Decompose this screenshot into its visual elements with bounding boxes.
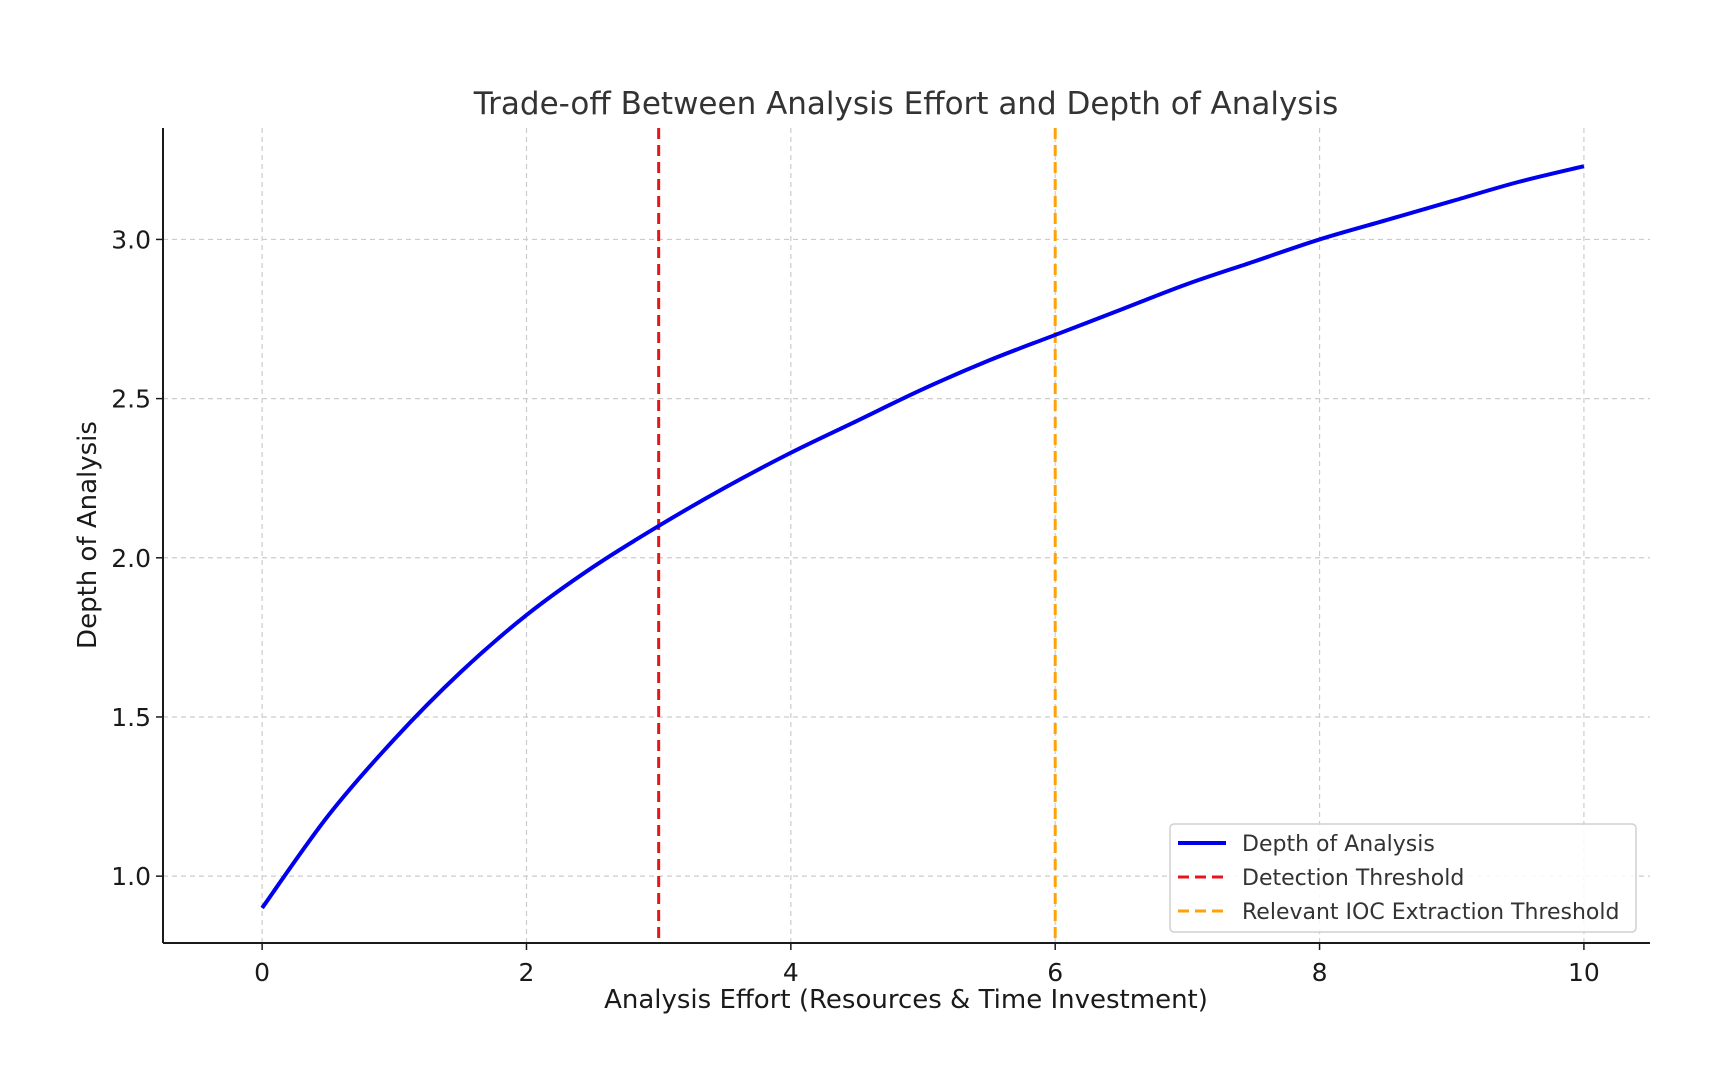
grid [163, 128, 1650, 943]
y-tick-label-1: 1.0 [111, 862, 151, 891]
y-axis-label: Depth of Analysis [73, 421, 103, 649]
y-tick-label-1-5: 1.5 [111, 703, 151, 732]
axes [156, 128, 1650, 950]
x-tick-label-4: 4 [783, 958, 799, 987]
y-tick-label-2: 2.0 [111, 544, 151, 573]
x-tick-label-10: 10 [1568, 958, 1600, 987]
series-lines [260, 164, 1585, 910]
legend-box [1169, 823, 1637, 933]
x-tick-label-6: 6 [1047, 958, 1063, 987]
y-tick-label-2-5: 2.5 [111, 385, 151, 414]
legend-label-detection-threshold: Detection Threshold [1242, 866, 1464, 891]
x-axis-label: Analysis Effort (Resources & Time Invest… [604, 985, 1208, 1015]
series-line-depth-of-analysis [260, 164, 1585, 910]
legend-label-ioc-extraction-threshold: Relevant IOC Extraction Threshold [1242, 900, 1619, 925]
threshold-lines [657, 128, 1057, 943]
x-tick-label-8: 8 [1312, 958, 1328, 987]
chart-title: Trade-off Between Analysis Effort and De… [473, 86, 1338, 122]
x-tick-label-2: 2 [519, 958, 535, 987]
tick-labels: 0 2 4 6 8 10 1.0 1.5 2.0 2.5 3.0 [111, 225, 1600, 987]
legend: Depth of Analysis Detection Threshold Re… [1169, 823, 1637, 933]
x-tick-label-0: 0 [254, 958, 270, 987]
legend-label-depth-of-analysis: Depth of Analysis [1242, 832, 1435, 857]
y-tick-label-3: 3.0 [111, 225, 151, 254]
